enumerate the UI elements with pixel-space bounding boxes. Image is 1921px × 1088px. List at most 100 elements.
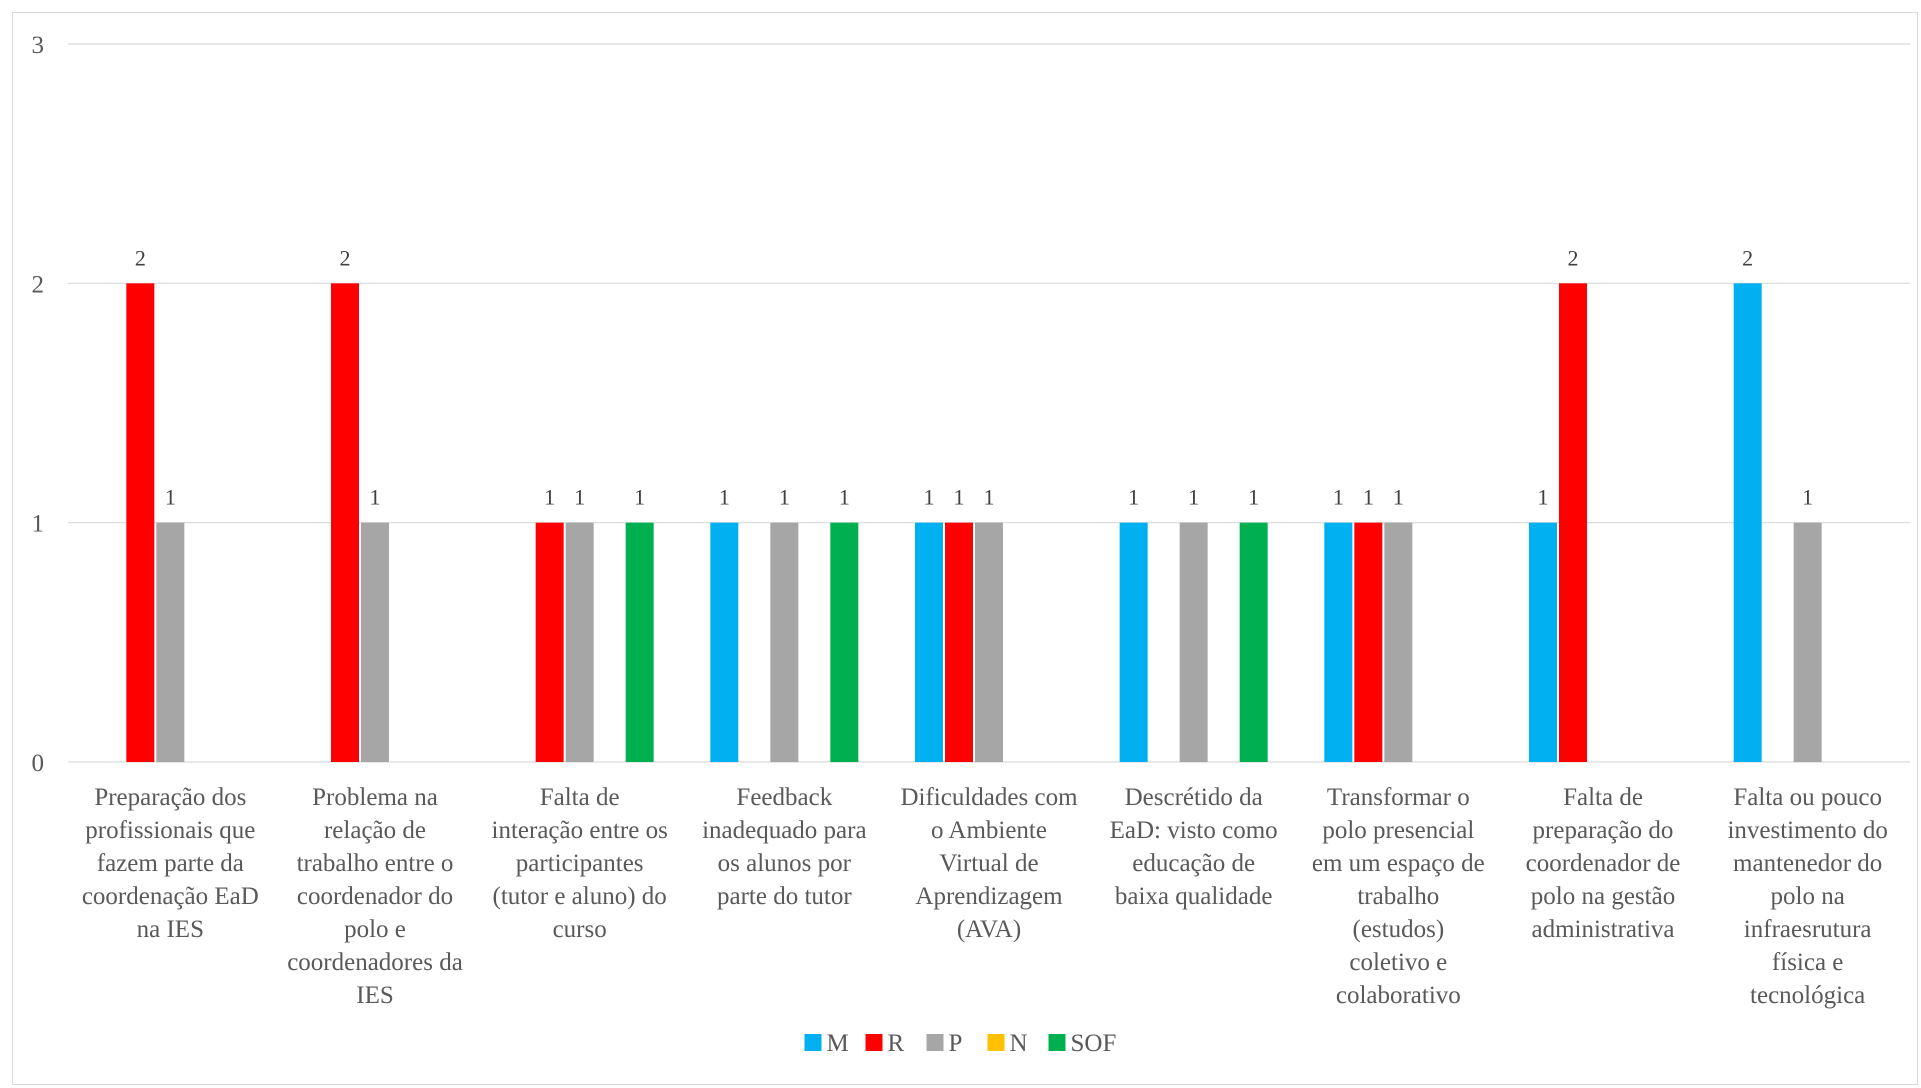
data-label: 2 (340, 245, 351, 270)
x-category-label-line: polo e (344, 916, 406, 943)
x-category-label-line: fazem parte da (97, 850, 244, 877)
bar-p (565, 522, 594, 762)
x-category-label-line: os alunos por (718, 850, 852, 877)
x-category-label-line: trabalho (1357, 883, 1439, 910)
x-category-label-line: física e (1772, 949, 1843, 976)
x-category-label-line: coordenador do (297, 883, 453, 910)
bar-r (1559, 283, 1587, 762)
x-category-label-line: Descrétido da (1125, 784, 1263, 811)
x-category-label-line: participantes (516, 850, 644, 877)
x-category-label-line: investimento do (1727, 817, 1887, 844)
x-category-label-line: parte do tutor (717, 883, 852, 910)
x-category-label-line: colaborativo (1336, 982, 1461, 1009)
bar-m (710, 522, 739, 762)
bar-p (770, 522, 799, 762)
x-category-label-line: relação de (324, 817, 426, 844)
x-category-label-line: educação de (1132, 850, 1255, 877)
x-category-label: Falta de preparação do coordenador de polo … (1526, 784, 1681, 943)
x-category-label-line: infraesrutura (1744, 916, 1872, 943)
data-label: 1 (779, 485, 790, 510)
x-category-label-line: preparação do (1533, 817, 1674, 844)
data-label: 1 (1128, 485, 1139, 510)
legend-swatch-p (926, 1034, 944, 1051)
legend-label-sof: SOF (1071, 1030, 1117, 1057)
x-category-label-line: Falta de (1563, 784, 1643, 811)
x-category-label: Transformar o polo presencial em um espaço… (1312, 784, 1485, 1009)
x-category-label-line: coordenador de (1526, 850, 1681, 877)
x-category-label: Feedback inadequado para os alunos por part… (702, 784, 867, 910)
x-category-label-line: Problema na (312, 784, 438, 811)
x-category-label-line: interação entre os (492, 817, 668, 844)
bar-p (156, 522, 185, 762)
bar-sof (830, 522, 859, 762)
x-category-label-line: polo na (1771, 883, 1845, 910)
x-category-label-line: administrativa (1531, 916, 1674, 943)
x-category-label-line: Falta ou pouco (1733, 784, 1882, 811)
bar-r (331, 283, 359, 762)
bar-r (1354, 522, 1383, 762)
x-category-label-line: na IES (137, 916, 204, 943)
x-category-label-line: baixa qualidade (1115, 883, 1273, 910)
legend-label-p: P (949, 1030, 963, 1057)
x-category-label-line: em um espaço de (1312, 850, 1485, 877)
data-label: 1 (574, 485, 585, 510)
x-category-label-line: Preparação dos (94, 784, 246, 811)
data-label: 2 (1742, 245, 1753, 270)
x-category-label-line: Feedback (736, 784, 832, 811)
data-label: 1 (1363, 485, 1374, 510)
x-category-label-line: Aprendizagem (915, 883, 1063, 910)
data-label: 1 (1393, 485, 1404, 510)
data-label: 2 (1568, 245, 1579, 270)
x-category-label: Falta de interação entre os participantes (… (492, 784, 668, 943)
bar-m (1733, 283, 1762, 762)
bar-p (975, 522, 1003, 762)
x-category-label-line: trabalho entre o (297, 850, 454, 877)
bar-p (1179, 522, 1208, 762)
data-label: 1 (634, 485, 645, 510)
legend-swatch-n (987, 1034, 1005, 1051)
x-category-label: Problema na relação de trabalho entre o coo… (287, 784, 463, 1009)
x-category-label-line: inadequado para (702, 817, 867, 844)
x-category-label-line: mantenedor do (1733, 850, 1882, 877)
x-category-label-line: tecnológica (1750, 982, 1865, 1009)
x-category-label-line: o Ambiente (931, 817, 1047, 844)
x-category-label-line: polo presencial (1322, 817, 1474, 844)
bar-sof (1239, 522, 1268, 762)
data-label: 1 (924, 485, 935, 510)
x-category-label-line: Falta de (540, 784, 620, 811)
bar-sof (625, 522, 654, 762)
x-category-label-line: coordenação EaD (82, 883, 259, 910)
x-category-label: Falta ou pouco investimento do mantenedor … (1727, 784, 1887, 1009)
legend-swatch-m (804, 1034, 822, 1051)
x-category-label-line: polo na gestão (1531, 883, 1675, 910)
x-category-label-line: EaD: visto como (1110, 817, 1278, 844)
data-label: 1 (839, 485, 850, 510)
x-category-label: Preparação dos profissionais que fazem par… (82, 784, 259, 943)
legend-swatch-sof (1048, 1034, 1066, 1051)
bar-r (126, 283, 155, 762)
x-category-label-line: Dificuldades com (900, 784, 1078, 811)
data-label: 1 (1802, 485, 1813, 510)
y-tick-label: 2 (32, 271, 45, 298)
bar-r (945, 522, 973, 762)
y-tick-label: 1 (32, 511, 45, 538)
x-category-label-line: Virtual de (939, 850, 1038, 877)
y-tick-label: 3 (32, 32, 45, 59)
data-label: 1 (1538, 485, 1549, 510)
x-category-label-line: coletivo e (1349, 949, 1447, 976)
x-category-label-line: (AVA) (957, 916, 1021, 943)
x-category-label-line: coordenadores da (287, 949, 463, 976)
bar-r (535, 522, 564, 762)
x-category-label-line: IES (356, 982, 394, 1009)
x-category-label-line: (tutor e aluno) do (493, 883, 667, 910)
data-label: 1 (544, 485, 555, 510)
data-label: 1 (954, 485, 965, 510)
bar-p (1384, 522, 1413, 762)
data-label: 1 (1333, 485, 1344, 510)
x-category-label: Dificuldades com o Ambiente Virtual de Apre… (900, 784, 1078, 943)
data-label: 1 (370, 485, 381, 510)
x-category-label-line: profissionais que (85, 817, 255, 844)
y-tick-label: 0 (32, 750, 45, 777)
data-label: 2 (135, 245, 146, 270)
